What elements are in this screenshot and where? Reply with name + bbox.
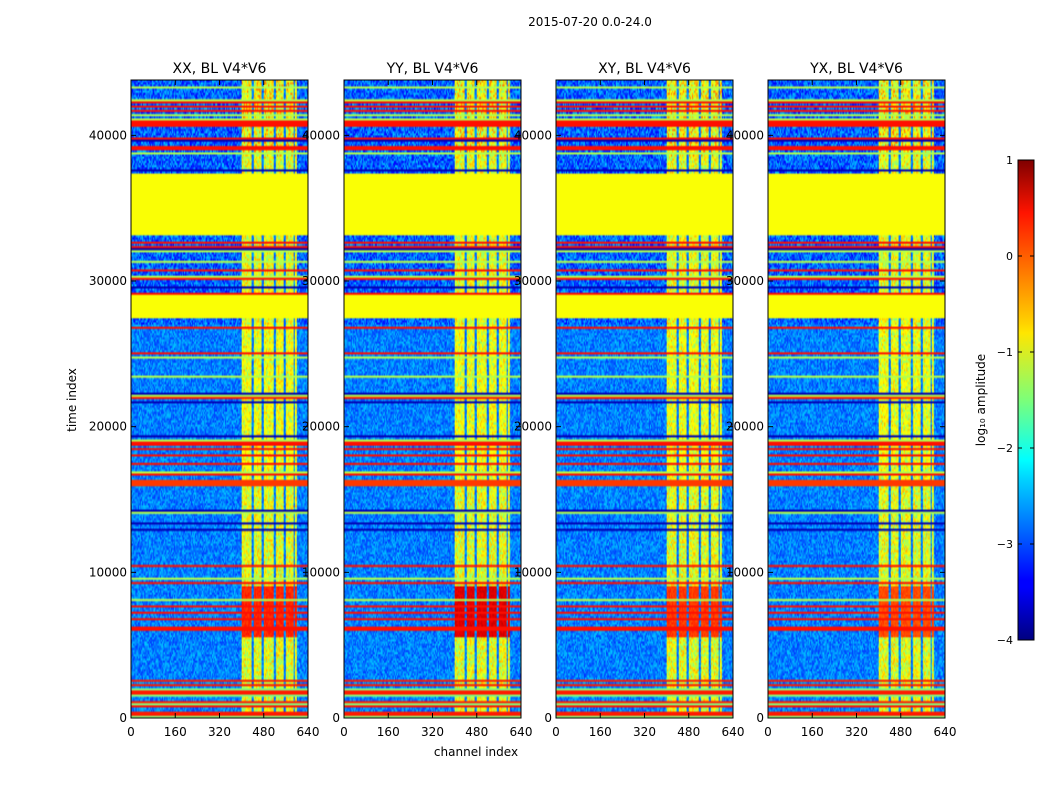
x-tick-label: 320 [845, 725, 868, 739]
y-tick-label: 0 [119, 711, 127, 725]
y-tick-label: 20000 [514, 420, 552, 434]
x-tick-label: 160 [377, 725, 400, 739]
x-tick-label: 0 [340, 725, 348, 739]
y-tick-label: 10000 [514, 565, 552, 579]
y-tick-label: 30000 [302, 274, 340, 288]
x-tick-label: 640 [934, 725, 957, 739]
colorbar-label: log₁₀ amplitude [974, 354, 988, 446]
colorbar-tick-label: −1 [997, 346, 1013, 359]
x-tick-label: 160 [801, 725, 824, 739]
x-tick-label: 160 [164, 725, 187, 739]
heatmap-image [131, 80, 308, 718]
heatmap-image [556, 80, 733, 718]
y-tick-label: 10000 [726, 565, 764, 579]
colorbar-tick-label: −2 [997, 442, 1013, 455]
panel-4: YX, BL V4*V6 0 160 320 480 640 0 10000 20000 3000… [726, 61, 957, 739]
y-tick-label: 40000 [726, 128, 764, 142]
y-tick-label: 40000 [302, 128, 340, 142]
x-tick-label: 0 [764, 725, 772, 739]
x-tick-label: 640 [722, 725, 745, 739]
x-tick-label: 0 [127, 725, 135, 739]
x-tick-label: 320 [208, 725, 231, 739]
panel-title: XY, BL V4*V6 [598, 61, 691, 77]
y-tick-label: 10000 [89, 565, 127, 579]
y-tick-label: 20000 [302, 420, 340, 434]
y-tick-label: 30000 [726, 274, 764, 288]
colorbar: 1 0 −1 −2 −3 −4 log₁₀ amplitude [974, 154, 1035, 647]
panel-1: XX, BL V4*V6 0 160 320 480 640 0 10000 20000 3000… [89, 61, 320, 739]
panel-2: YY, BL V4*V6 0 160 320 480 640 0 10000 20000 3000… [302, 61, 533, 739]
y-tick-label: 30000 [514, 274, 552, 288]
figure-suptitle: 2015-07-20 0.0-24.0 [528, 15, 652, 29]
y-tick-label: 40000 [89, 128, 127, 142]
x-axis-label: channel index [434, 745, 518, 759]
x-tick-label: 480 [677, 725, 700, 739]
y-axis-label: time index [65, 368, 79, 432]
panel-3: XY, BL V4*V6 0 160 320 480 640 0 10000 20000 3000… [514, 61, 745, 739]
x-tick-label: 480 [252, 725, 275, 739]
heatmap-image [344, 80, 521, 718]
y-tick-label: 30000 [89, 274, 127, 288]
y-tick-label: 20000 [89, 420, 127, 434]
colorbar-gradient [1017, 159, 1035, 641]
panel-title: YY, BL V4*V6 [386, 61, 479, 77]
panel-title: YX, BL V4*V6 [809, 61, 903, 77]
panels: XX, BL V4*V6 0 160 320 480 640 0 10000 20000 3000… [89, 61, 957, 739]
x-tick-label: 160 [589, 725, 612, 739]
colorbar-tick-label: −4 [997, 634, 1013, 647]
x-tick-label: 320 [421, 725, 444, 739]
panel-title: XX, BL V4*V6 [173, 61, 267, 77]
x-tick-label: 640 [297, 725, 320, 739]
heatmap-image [768, 80, 945, 718]
x-tick-label: 640 [510, 725, 533, 739]
colorbar-tick-label: 1 [1006, 154, 1013, 167]
x-tick-label: 0 [552, 725, 560, 739]
colorbar-tick-label: 0 [1006, 250, 1013, 263]
colorbar-ticks: 1 0 −1 −2 −3 −4 [997, 154, 1034, 647]
y-tick-label: 0 [544, 711, 552, 725]
x-tick-label: 480 [465, 725, 488, 739]
y-tick-label: 0 [332, 711, 340, 725]
y-tick-label: 20000 [726, 420, 764, 434]
x-tick-label: 320 [633, 725, 656, 739]
y-tick-label: 0 [756, 711, 764, 725]
y-tick-label: 10000 [302, 565, 340, 579]
x-tick-label: 480 [889, 725, 912, 739]
colorbar-tick-label: −3 [997, 538, 1013, 551]
y-tick-label: 40000 [514, 128, 552, 142]
